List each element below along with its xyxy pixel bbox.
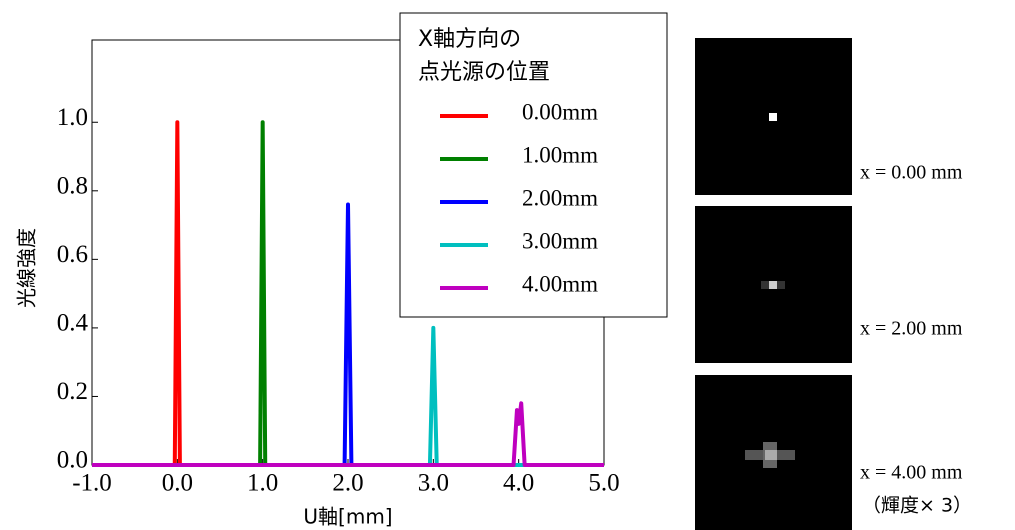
- panel-2: x = 2.00 mm: [695, 206, 963, 363]
- y-axis-label: 光線強度: [15, 228, 39, 308]
- legend-label: 4.00mm: [522, 271, 598, 296]
- x-tick-label: -1.0: [72, 470, 112, 497]
- y-tick-label: 0.6: [57, 241, 88, 268]
- panel-note: （輝度× 3）: [862, 495, 972, 517]
- y-tick-label: 0.0: [57, 447, 88, 474]
- y-tick-label: 0.8: [57, 173, 88, 200]
- spot: [769, 113, 777, 121]
- spot: [765, 450, 777, 460]
- legend-box: [399, 12, 668, 318]
- x-axis-label: U軸[mm]: [303, 505, 392, 529]
- y-tick-label: 0.4: [57, 310, 89, 337]
- legend-title: 点光源の位置: [418, 60, 550, 85]
- panel-label: x = 0.00 mm: [860, 162, 963, 184]
- spot: [769, 281, 777, 289]
- x-tick-label: 2.0: [332, 470, 363, 497]
- series-line: [92, 401, 604, 467]
- panel-label: x = 2.00 mm: [860, 318, 963, 340]
- legend-label: 0.00mm: [522, 99, 598, 124]
- x-tick-label: 1.0: [247, 470, 278, 497]
- panel-label: x = 4.00 mm: [860, 462, 963, 484]
- legend-label: 3.00mm: [522, 228, 598, 253]
- legend-title: X軸方向の: [418, 27, 521, 52]
- x-tick-label: 5.0: [588, 470, 619, 497]
- y-tick-label: 1.0: [57, 104, 88, 131]
- legend-label: 2.00mm: [522, 185, 598, 210]
- panel-3: x = 4.00 mm （輝度× 3）: [695, 375, 972, 530]
- panel-1: x = 0.00 mm: [695, 38, 963, 195]
- x-tick-label: 0.0: [162, 470, 193, 497]
- legend-label: 1.00mm: [522, 142, 598, 167]
- x-tick-label: 4.0: [503, 470, 534, 497]
- x-tick-label: 3.0: [418, 470, 449, 497]
- y-tick-label: 0.2: [57, 378, 88, 405]
